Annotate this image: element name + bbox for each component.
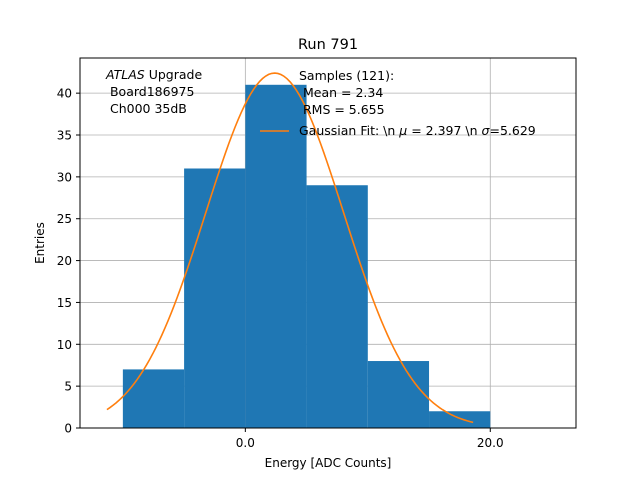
legend-fit-sigma-symbol: σ [482,123,491,138]
histogram-bar [122,369,185,428]
histogram-bar [245,84,307,429]
y-tick-label: 35 [57,129,72,143]
chart-title: Run 791 [298,37,358,53]
atlas-label: ATLAS Upgrade [105,67,202,82]
histogram-bar [429,411,491,428]
y-tick-label: 30 [57,170,72,184]
y-axis-label: Entries [33,222,47,264]
legend-stats-mean: Mean = 2.34 [299,85,383,100]
legend-fit-label: Gaussian Fit: \n μ = 2.397 \n σ=5.629 [299,123,536,138]
channel-label: Ch000 35dB [106,101,187,116]
bars-layer [122,84,491,429]
y-tick-label: 15 [57,296,72,310]
histogram-bar [306,185,368,428]
fit-layer [106,72,474,424]
y-tick-label: 20 [57,254,72,268]
y-tick-label: 25 [57,212,72,226]
y-tick-label: 10 [57,338,72,352]
y-tick-label: 5 [64,380,72,394]
upgrade-word: Upgrade [145,67,203,82]
y-tick-label: 40 [57,87,72,101]
legend-stats-rms: RMS = 5.655 [299,102,385,117]
legend-fit-mu-symbol: μ [398,123,407,138]
x-tick-label: 0.0 [236,436,255,450]
gaussian-fit-curve [106,72,474,424]
plot-frame [79,57,577,429]
x-axis-label: Energy [ADC Counts] [265,456,392,470]
y-axis-ticks: 0 5 10 15 20 25 30 35 40 [57,87,80,436]
x-tick-label: 20.0 [477,436,504,450]
legend: Samples (121): Mean = 2.34 RMS = 5.655 G… [260,68,536,138]
x-axis-ticks: 0.0 20.0 [236,428,504,450]
atlas-word: ATLAS [105,67,145,82]
annotation-box: ATLAS Upgrade Board186975 Ch000 35dB [105,67,202,116]
y-tick-label: 0 [64,422,72,436]
legend-stats-title: Samples (121): [299,68,394,83]
histogram-bar [367,361,430,428]
board-label: Board186975 [106,84,194,99]
histogram-bar [184,168,246,428]
